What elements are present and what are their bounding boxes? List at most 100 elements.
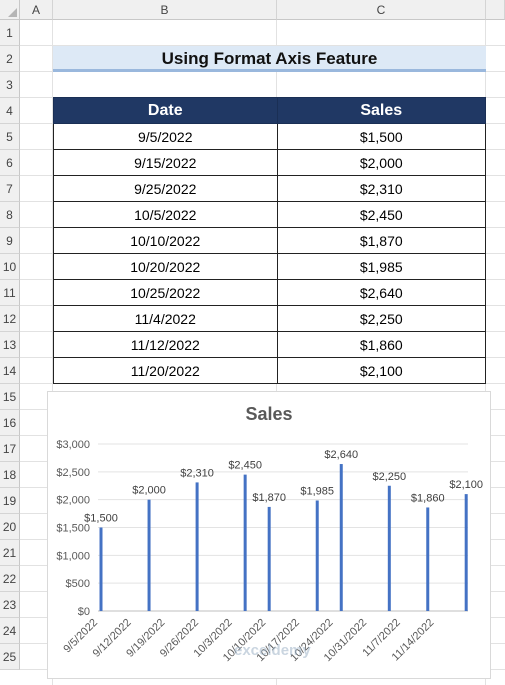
sales-cell[interactable]: $2,250 <box>276 305 487 332</box>
data-label: $2,250 <box>372 471 406 483</box>
y-tick-label: $1,000 <box>56 550 90 562</box>
row-header-7[interactable]: 7 <box>0 176 20 202</box>
y-tick-label: $3,000 <box>56 439 90 451</box>
chart-title: Sales <box>245 404 293 424</box>
data-label: $1,860 <box>411 492 445 504</box>
sales-cell[interactable]: $2,310 <box>276 175 487 202</box>
data-label: $2,310 <box>180 467 214 479</box>
select-all-triangle-icon <box>8 8 17 17</box>
grid-line-vertical <box>52 20 53 685</box>
sales-cell[interactable]: $2,100 <box>276 357 487 384</box>
row-header-19[interactable]: 19 <box>0 488 20 514</box>
row-header-1[interactable]: 1 <box>0 20 20 46</box>
row-header-18[interactable]: 18 <box>0 462 20 488</box>
select-all-corner[interactable] <box>0 0 20 20</box>
data-label: $1,870 <box>252 492 286 504</box>
bar <box>315 500 319 611</box>
y-tick-label: $2,000 <box>56 495 90 507</box>
header-date[interactable]: Date <box>53 97 278 124</box>
data-label: $1,500 <box>84 513 118 525</box>
row-header-5[interactable]: 5 <box>0 124 20 150</box>
grid-line-horizontal <box>20 45 505 46</box>
row-header-13[interactable]: 13 <box>0 332 20 358</box>
bar <box>147 499 151 611</box>
data-label: $2,640 <box>324 449 358 461</box>
bar <box>464 494 468 611</box>
sales-cell[interactable]: $1,500 <box>276 123 487 150</box>
date-cell[interactable]: 11/4/2022 <box>53 305 278 332</box>
table-row: 11/4/2022 $2,250 <box>53 305 487 332</box>
row-header-8[interactable]: 8 <box>0 202 20 228</box>
y-tick-label: $500 <box>66 578 90 590</box>
row-header-14[interactable]: 14 <box>0 358 20 384</box>
grid-line-vertical <box>485 20 486 685</box>
bar <box>267 506 271 611</box>
row-header-22[interactable]: 22 <box>0 566 20 592</box>
row-header-16[interactable]: 16 <box>0 410 20 436</box>
chart-plot: $0$500$1,000$1,500$2,000$2,500$3,0009/5/… <box>56 439 483 664</box>
bar <box>426 507 430 611</box>
bar <box>195 482 199 611</box>
table-row: 9/25/2022 $2,310 <box>53 175 487 202</box>
date-cell[interactable]: 11/12/2022 <box>53 331 278 358</box>
column-header-c[interactable]: C <box>277 0 486 20</box>
sales-cell[interactable]: $2,000 <box>276 149 487 176</box>
row-header-4[interactable]: 4 <box>0 98 20 124</box>
table-row: 10/25/2022 $2,640 <box>53 279 487 306</box>
table-row: 9/5/2022 $1,500 <box>53 123 487 150</box>
date-cell[interactable]: 11/20/2022 <box>53 357 278 384</box>
table-header-row: Date Sales <box>53 97 487 124</box>
table-body: 9/5/2022 $1,500 9/15/2022 $2,000 9/25/2022 $2… <box>53 123 487 384</box>
bar <box>387 485 391 611</box>
data-label: $2,000 <box>132 485 166 497</box>
sales-chart[interactable]: Sales $0 $500 $1,000 $1,500 $2,000 $2,500 $3,0… <box>47 391 491 679</box>
column-header-a[interactable]: A <box>20 0 53 20</box>
y-tick-label: $2,500 <box>56 467 90 479</box>
data-label: $2,450 <box>228 460 262 472</box>
row-header-17[interactable]: 17 <box>0 436 20 462</box>
row-header-23[interactable]: 23 <box>0 592 20 618</box>
table-row: 10/10/2022 $1,870 <box>53 227 487 254</box>
sales-cell[interactable]: $1,985 <box>276 253 487 280</box>
bar <box>99 527 103 611</box>
sales-table: Date Sales 9/5/2022 $1,500 9/15/2022 $2,000… <box>53 97 487 384</box>
column-header-d[interactable] <box>486 0 505 20</box>
row-header-10[interactable]: 10 <box>0 254 20 280</box>
sales-cell[interactable]: $1,870 <box>276 227 487 254</box>
row-header-9[interactable]: 9 <box>0 228 20 254</box>
column-header-b[interactable]: B <box>53 0 277 20</box>
row-header-25[interactable]: 25 <box>0 644 20 670</box>
bar <box>339 464 343 611</box>
y-tick-label: $0 <box>78 606 90 618</box>
row-header-15[interactable]: 15 <box>0 384 20 410</box>
row-header-6[interactable]: 6 <box>0 150 20 176</box>
date-cell[interactable]: 10/5/2022 <box>53 201 278 228</box>
row-header-3[interactable]: 3 <box>0 72 20 98</box>
data-label: $2,100 <box>449 479 483 491</box>
date-cell[interactable]: 10/10/2022 <box>53 227 278 254</box>
sales-cell[interactable]: $1,860 <box>276 331 487 358</box>
date-cell[interactable]: 9/25/2022 <box>53 175 278 202</box>
date-cell[interactable]: 9/15/2022 <box>53 149 278 176</box>
date-cell[interactable]: 9/5/2022 <box>53 123 278 150</box>
row-header-12[interactable]: 12 <box>0 306 20 332</box>
table-row: 10/5/2022 $2,450 <box>53 201 487 228</box>
table-row: 9/15/2022 $2,000 <box>53 149 487 176</box>
sheet-title[interactable]: Using Format Axis Feature <box>53 46 486 72</box>
row-header-21[interactable]: 21 <box>0 540 20 566</box>
row-header-20[interactable]: 20 <box>0 514 20 540</box>
header-sales[interactable]: Sales <box>276 97 487 124</box>
date-cell[interactable]: 10/20/2022 <box>53 253 278 280</box>
row-header-11[interactable]: 11 <box>0 280 20 306</box>
date-cell[interactable]: 10/25/2022 <box>53 279 278 306</box>
y-tick-label: $1,500 <box>56 523 90 535</box>
grid-line-horizontal <box>20 383 505 384</box>
sales-cell[interactable]: $2,640 <box>276 279 487 306</box>
data-label: $1,985 <box>300 486 334 498</box>
watermark-logo: exceldemy <box>234 642 311 659</box>
row-header-2[interactable]: 2 <box>0 46 20 72</box>
sales-cell[interactable]: $2,450 <box>276 201 487 228</box>
table-row: 11/20/2022 $2,100 <box>53 357 487 384</box>
row-header-24[interactable]: 24 <box>0 618 20 644</box>
